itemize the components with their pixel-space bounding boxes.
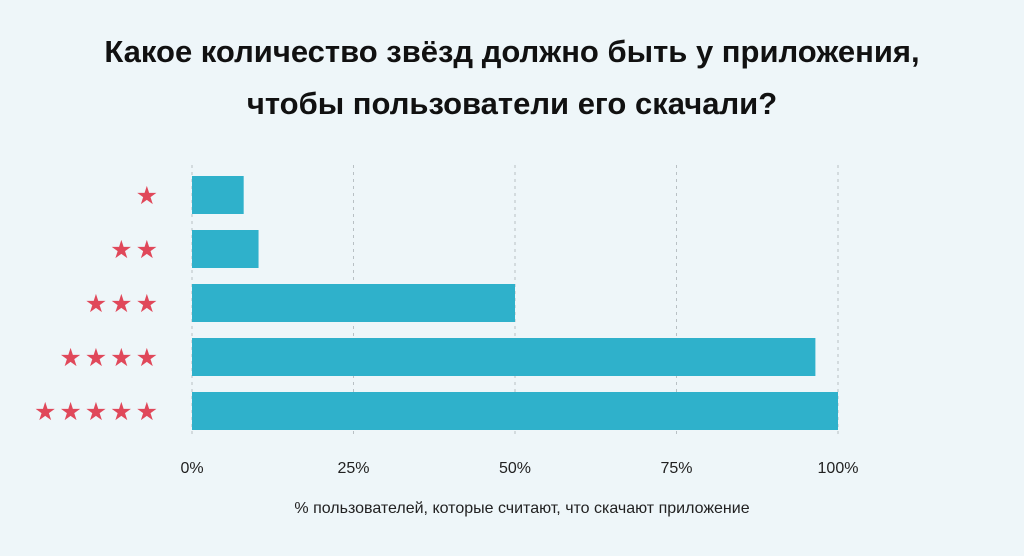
category-label-3: ★★★ [85,289,161,318]
x-tick-labels: 0% 25% 50% 75% 100% [180,460,858,477]
x-tick-label-4: 100% [818,460,859,477]
x-tick-label-0: 0% [180,460,203,477]
bar-2 [192,230,259,268]
category-label-5: ★★★★★ [34,397,161,426]
bar-5 [192,392,838,430]
x-tick-label-1: 25% [337,460,369,477]
bar-3 [192,284,515,322]
chart-title-line-1: Какое количество звёзд должно быть у при… [104,34,919,69]
bar-1 [192,176,244,214]
bars [192,176,838,430]
category-label-1: ★ [136,181,161,210]
bar-4 [192,338,816,376]
x-axis-label: % пользователей, которые считают, что ск… [294,500,749,517]
x-tick-label-2: 50% [499,460,531,477]
category-labels: ★★★★★★★★★★★★★★★ [34,181,161,426]
chart-title-line-2: чтобы пользователи его скачали? [247,86,777,121]
x-tick-label-3: 75% [660,460,692,477]
category-label-4: ★★★★ [59,343,161,372]
category-label-2: ★★ [110,235,161,264]
